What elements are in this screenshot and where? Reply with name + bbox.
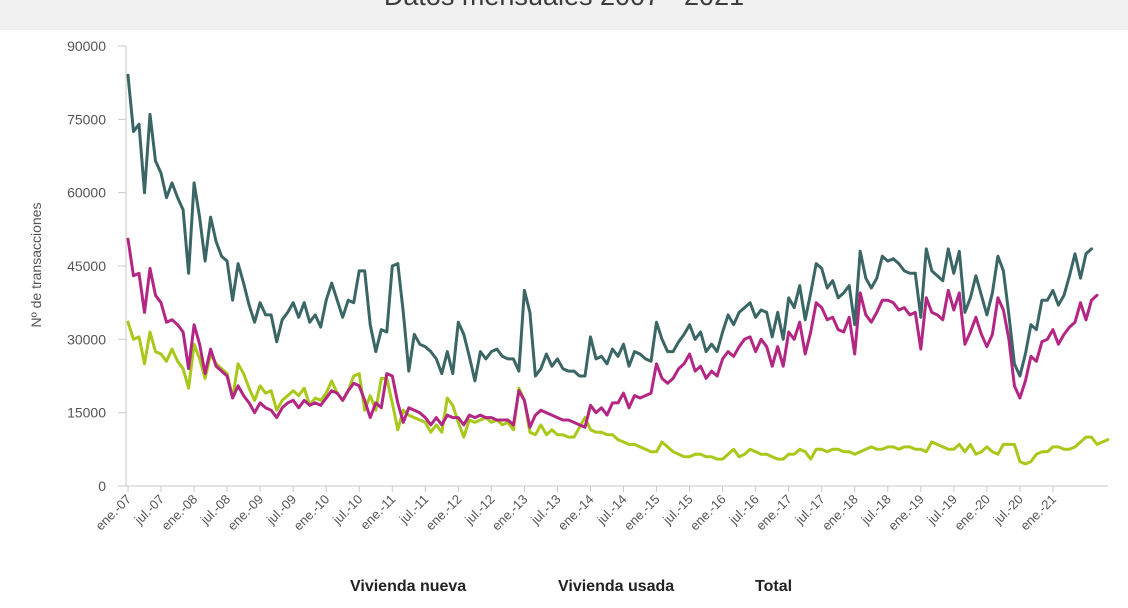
series-line-total [126,73,1093,383]
x-tick-label: ene.-14 [555,492,597,534]
y-tick-label: 90000 [67,38,106,54]
x-tick-label: ene.-17 [753,492,795,534]
series-line-vivienda-usada [126,237,1099,429]
legend-item-total: Total [755,578,793,595]
x-tick-label: ene.-13 [489,492,531,534]
x-tick-label: ene.-20 [951,492,993,534]
y-tick-label: 0 [98,478,106,494]
y-tick-label: 30000 [67,331,106,347]
x-tick-label: ene.-10 [291,492,333,534]
x-tick-label: ene.-18 [819,492,861,534]
x-tick-label: ene.-15 [621,492,663,534]
x-tick-label: ene.-11 [357,492,398,533]
series-line-vivienda-nueva [126,320,1110,466]
legend-item-vivienda-nueva: Vivienda nueva [350,578,467,595]
legend: Vivienda nueva Vivienda usada Total [350,578,910,608]
x-tick-label: ene.-21 [1017,492,1059,534]
x-axis: ene.-07jul.-07ene.-08jul.-08ene.-09jul.-… [92,485,1108,534]
y-tick-label: 60000 [67,185,106,201]
series-lines [126,73,1110,466]
y-axis: 90000 75000 60000 45000 30000 15000 0 [67,38,127,494]
x-tick-label: ene.-09 [224,492,266,534]
chart-title-bar: Datos mensuales 2007 - 2021 [0,0,1128,30]
line-chart: 90000 75000 60000 45000 30000 15000 0 ene.-07j… [28,38,1110,534]
x-tick-label: ene.-12 [423,492,465,534]
x-tick-label: ene.-19 [885,492,927,534]
y-axis-label: Nº de transacciones [28,203,44,328]
chart-title: Datos mensuales 2007 - 2021 [0,0,1128,12]
y-tick-label: 45000 [67,258,106,274]
y-tick-label: 15000 [67,405,106,421]
x-tick-label: ene.-07 [92,492,134,534]
legend-item-vivienda-usada: Vivienda usada [558,578,675,595]
x-tick-label: ene.-16 [687,492,729,534]
y-tick-label: 75000 [67,111,106,127]
x-tick-label: ene.-08 [158,492,200,534]
